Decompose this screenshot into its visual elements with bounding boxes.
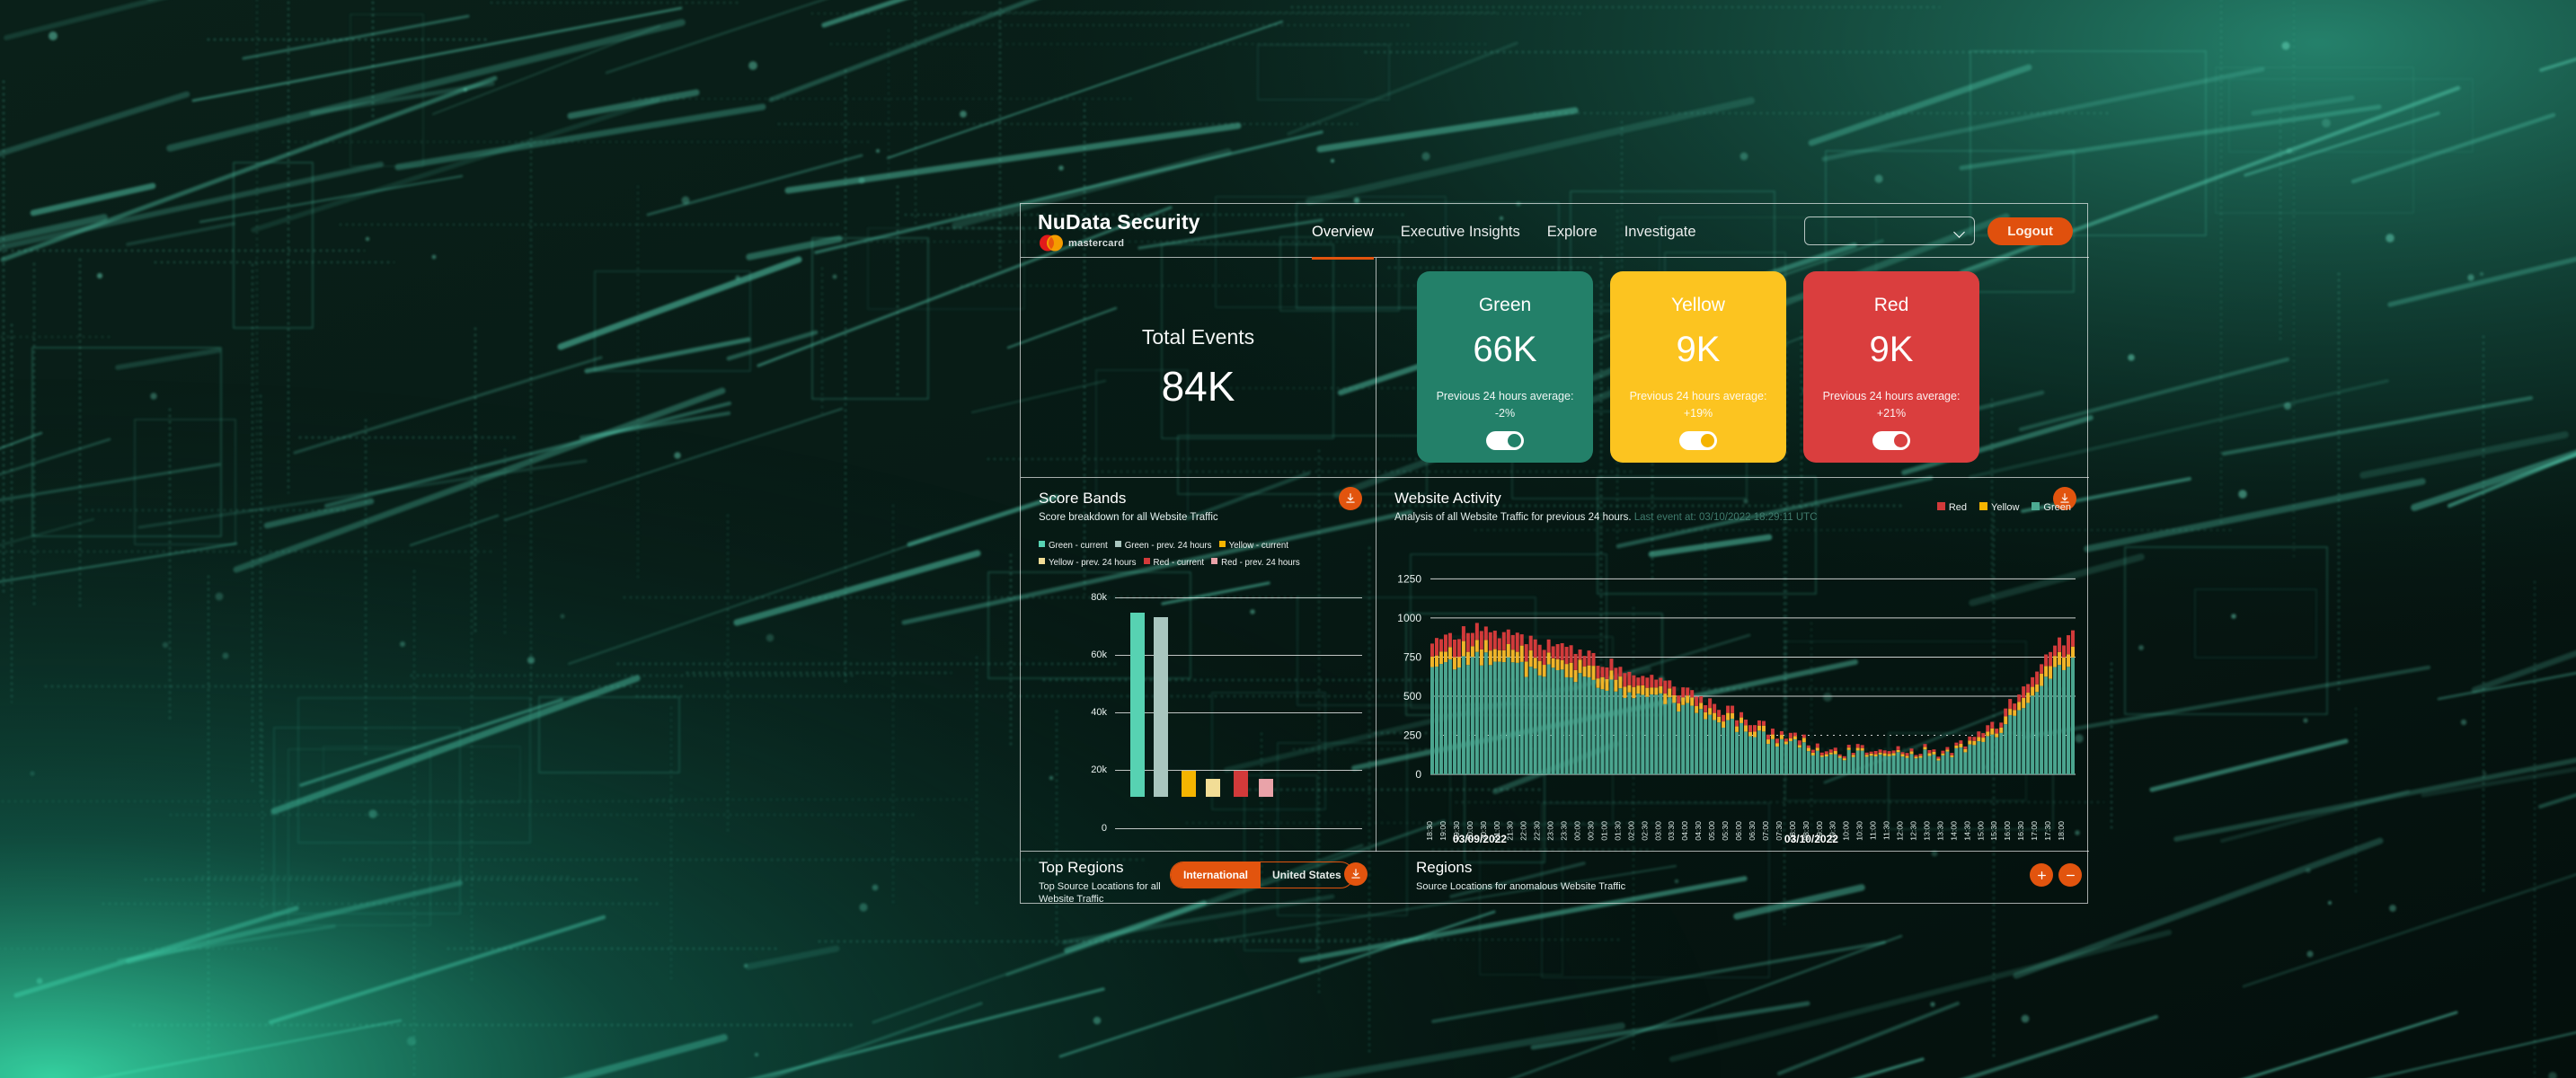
svg-text:11:00: 11:00 xyxy=(1869,821,1878,840)
svg-text:06:30: 06:30 xyxy=(1748,821,1757,841)
svg-text:05:00: 05:00 xyxy=(1707,821,1716,841)
svg-text:13:00: 13:00 xyxy=(1922,821,1931,841)
svg-text:14:30: 14:30 xyxy=(1962,821,1971,841)
svg-text:250: 250 xyxy=(1403,729,1421,741)
svg-text:00:00: 00:00 xyxy=(1573,821,1582,841)
svg-text:18:30: 18:30 xyxy=(1425,821,1434,841)
svg-text:10:00: 10:00 xyxy=(1842,821,1851,841)
svg-text:02:00: 02:00 xyxy=(1626,821,1635,841)
svg-text:05:30: 05:30 xyxy=(1721,821,1730,841)
svg-text:12:30: 12:30 xyxy=(1908,821,1917,841)
svg-text:16:30: 16:30 xyxy=(2016,821,2025,841)
svg-text:03/09/2022: 03/09/2022 xyxy=(1453,833,1507,845)
svg-text:1250: 1250 xyxy=(1397,572,1421,585)
svg-text:14:00: 14:00 xyxy=(1949,821,1958,841)
svg-text:21:30: 21:30 xyxy=(1506,821,1515,841)
svg-text:18:00: 18:00 xyxy=(2057,821,2066,841)
svg-text:15:30: 15:30 xyxy=(1989,821,1998,841)
svg-text:23:00: 23:00 xyxy=(1546,821,1555,841)
svg-text:17:00: 17:00 xyxy=(2030,821,2039,841)
svg-text:11:30: 11:30 xyxy=(1882,821,1891,840)
svg-text:10:30: 10:30 xyxy=(1855,821,1864,841)
svg-text:22:30: 22:30 xyxy=(1533,821,1542,841)
svg-text:03:30: 03:30 xyxy=(1667,821,1676,841)
svg-text:04:30: 04:30 xyxy=(1694,821,1703,841)
svg-text:02:30: 02:30 xyxy=(1640,821,1649,841)
svg-text:01:00: 01:00 xyxy=(1599,821,1608,841)
svg-text:19:00: 19:00 xyxy=(1438,821,1447,841)
svg-text:500: 500 xyxy=(1403,690,1421,702)
svg-text:23:30: 23:30 xyxy=(1560,821,1569,841)
svg-text:07:00: 07:00 xyxy=(1761,821,1770,841)
svg-text:750: 750 xyxy=(1403,650,1421,663)
svg-text:00:30: 00:30 xyxy=(1586,821,1595,841)
svg-text:03/10/2022: 03/10/2022 xyxy=(1784,833,1838,845)
svg-text:03:00: 03:00 xyxy=(1653,821,1662,841)
svg-text:04:00: 04:00 xyxy=(1680,821,1689,841)
svg-text:1000: 1000 xyxy=(1397,612,1421,624)
svg-text:0: 0 xyxy=(1415,768,1421,781)
svg-text:22:00: 22:00 xyxy=(1519,821,1528,841)
svg-text:16:00: 16:00 xyxy=(2003,821,2012,841)
svg-text:06:00: 06:00 xyxy=(1734,821,1743,841)
svg-text:13:30: 13:30 xyxy=(1935,821,1944,841)
svg-text:15:00: 15:00 xyxy=(1976,821,1985,841)
svg-text:01:30: 01:30 xyxy=(1613,821,1622,841)
svg-text:07:30: 07:30 xyxy=(1775,821,1784,841)
svg-text:12:00: 12:00 xyxy=(1896,821,1905,841)
svg-text:17:30: 17:30 xyxy=(2043,821,2052,841)
